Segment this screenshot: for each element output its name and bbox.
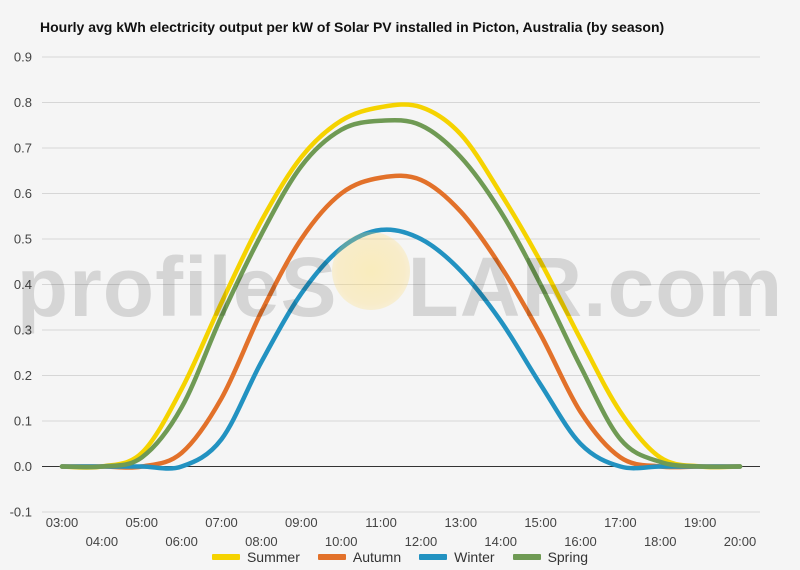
legend-label: Winter bbox=[454, 549, 495, 565]
legend-swatch bbox=[211, 554, 240, 560]
y-tick-label: 0.5 bbox=[14, 232, 32, 247]
legend-swatch bbox=[419, 554, 448, 560]
legend-label: Summer bbox=[246, 549, 300, 565]
x-tick-label: 12:00 bbox=[405, 534, 438, 549]
series-line-summer bbox=[59, 102, 743, 470]
series-line-winter bbox=[59, 227, 743, 471]
x-tick-label: 14:00 bbox=[484, 534, 517, 549]
x-tick-label: 06:00 bbox=[165, 534, 198, 549]
x-tick-label: 15:00 bbox=[524, 515, 557, 530]
series-line-spring bbox=[59, 117, 743, 470]
series-lines bbox=[59, 102, 743, 471]
x-tick-label: 10:00 bbox=[325, 534, 358, 549]
legend-swatch bbox=[317, 554, 346, 560]
x-tick-label: 07:00 bbox=[205, 515, 238, 530]
x-tick-label: 04:00 bbox=[86, 534, 119, 549]
x-tick-label: 05:00 bbox=[125, 515, 158, 530]
y-tick-label: -0.1 bbox=[10, 505, 32, 520]
x-tick-label: 13:00 bbox=[445, 515, 478, 530]
y-tick-label: 0.4 bbox=[14, 277, 32, 292]
y-tick-label: 0.7 bbox=[14, 141, 32, 156]
legend: Summer Autumn Winter Spring bbox=[0, 549, 800, 565]
x-tick-label: 16:00 bbox=[564, 534, 597, 549]
y-tick-label: 0.6 bbox=[14, 186, 32, 201]
y-tick-label: 0.0 bbox=[14, 459, 32, 474]
chart-title: Hourly avg kWh electricity output per kW… bbox=[40, 19, 665, 35]
x-axis-ticks: 03:00 04:00 05:00 06:00 07:00 08:00 09:00 10:00… bbox=[46, 515, 757, 549]
x-tick-label: 03:00 bbox=[46, 515, 79, 530]
x-tick-label: 19:00 bbox=[684, 515, 717, 530]
legend-item-autumn[interactable]: Autumn bbox=[317, 549, 402, 565]
legend-item-spring[interactable]: Spring bbox=[512, 549, 589, 565]
legend-label: Spring bbox=[547, 549, 589, 565]
x-tick-label: 09:00 bbox=[285, 515, 318, 530]
y-tick-label: 0.1 bbox=[14, 414, 32, 429]
x-tick-label: 18:00 bbox=[644, 534, 677, 549]
legend-item-summer[interactable]: Summer bbox=[211, 549, 300, 565]
series-line-autumn bbox=[59, 173, 743, 470]
y-tick-label: 0.8 bbox=[14, 95, 32, 110]
legend-item-winter[interactable]: Winter bbox=[419, 549, 495, 565]
x-tick-label: 11:00 bbox=[365, 515, 397, 530]
legend-label: Autumn bbox=[352, 549, 402, 565]
x-tick-label: 20:00 bbox=[724, 534, 757, 549]
y-tick-label: 0.3 bbox=[14, 323, 32, 338]
x-tick-label: 17:00 bbox=[604, 515, 637, 530]
y-axis-ticks: -0.1 0.0 0.1 0.2 0.3 0.4 0.5 0.6 0.7 0.8 0.9 bbox=[10, 50, 32, 520]
x-tick-label: 08:00 bbox=[245, 534, 278, 549]
y-tick-label: 0.2 bbox=[14, 368, 32, 383]
y-tick-label: 0.9 bbox=[14, 50, 32, 65]
legend-swatch bbox=[512, 554, 541, 560]
